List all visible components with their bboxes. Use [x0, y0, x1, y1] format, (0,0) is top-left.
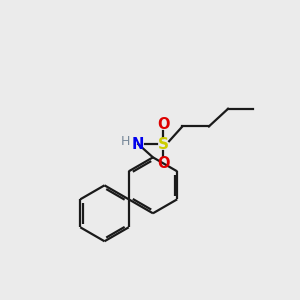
Text: N: N — [132, 136, 144, 152]
Text: O: O — [157, 156, 169, 171]
Text: O: O — [157, 118, 169, 133]
Text: S: S — [158, 136, 169, 152]
Text: H: H — [121, 135, 130, 148]
